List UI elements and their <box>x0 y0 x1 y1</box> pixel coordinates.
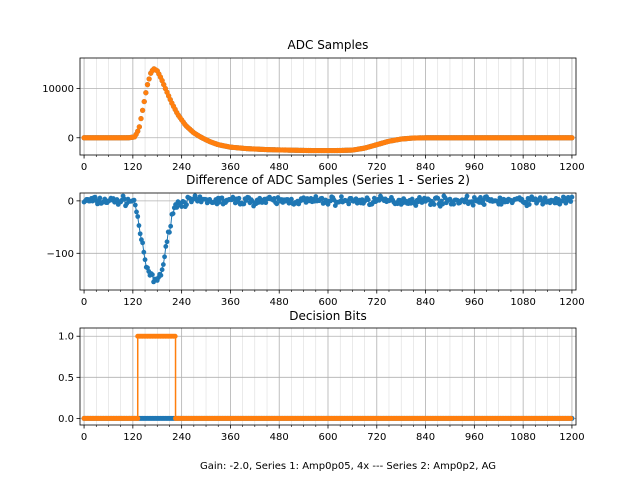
plot-area <box>81 333 575 421</box>
x-tick-label: 840 <box>416 162 435 173</box>
data-point <box>569 194 575 200</box>
x-tick-label: 840 <box>416 297 435 308</box>
x-tick-label: 1080 <box>510 297 535 308</box>
x-tick-label: 600 <box>318 297 337 308</box>
y-tick-label: 0.5 <box>58 373 74 384</box>
plot-area <box>81 193 575 285</box>
x-tick-label: 240 <box>172 432 191 443</box>
data-point <box>146 76 152 82</box>
x-tick-label: 120 <box>123 162 142 173</box>
x-tick-label: 720 <box>367 297 386 308</box>
difference-line <box>83 194 573 284</box>
difference-axes: 0 120 240 360 480 600 720 840 960 1080 1200 −100 0 Di… <box>47 173 585 308</box>
x-tick-label: 0 <box>81 162 87 173</box>
y-tick-label: 0 <box>68 196 74 207</box>
axes-frame <box>79 57 577 156</box>
x-tick-label: 240 <box>172 162 191 173</box>
data-point <box>140 107 146 113</box>
figure-xlabel: Gain: -2.0, Series 1: Amp0p05, 4x --- Se… <box>200 461 496 472</box>
x-tick-label: 360 <box>221 432 240 443</box>
axes-frame <box>79 327 577 426</box>
x-tick-label: 720 <box>367 432 386 443</box>
plot-area <box>81 66 575 154</box>
chart-title: Decision Bits <box>289 309 366 323</box>
x-tick-label: 120 <box>123 297 142 308</box>
x-tick-label: 240 <box>172 297 191 308</box>
data-point <box>172 333 178 339</box>
x-tick-label: 1200 <box>559 297 584 308</box>
x-tick-label: 1200 <box>559 162 584 173</box>
x-tick-label: 0 <box>81 297 87 308</box>
data-point <box>143 90 149 96</box>
data-point <box>136 124 142 130</box>
chart-title: Difference of ADC Samples (Series 1 - Se… <box>186 173 470 187</box>
x-tick-label: 0 <box>81 432 87 443</box>
y-tick-label: 0 <box>68 133 74 144</box>
data-point <box>135 128 141 134</box>
x-tick-label: 600 <box>318 162 337 173</box>
data-point <box>159 78 165 84</box>
data-point <box>144 82 151 88</box>
data-point <box>135 415 141 421</box>
data-point <box>138 115 144 122</box>
x-tick-label: 480 <box>270 297 289 308</box>
x-tick-label: 480 <box>270 162 289 173</box>
x-tick-label: 960 <box>465 297 484 308</box>
data-point <box>141 98 147 105</box>
x-tick-label: 600 <box>318 432 337 443</box>
x-tick-label: 960 <box>465 432 484 443</box>
y-tick-label: 1.0 <box>58 332 74 343</box>
series-2-markers <box>81 333 574 421</box>
x-tick-label: 1080 <box>510 432 535 443</box>
x-tick-label: 360 <box>221 297 240 308</box>
x-tick-label: 840 <box>416 432 435 443</box>
series-2-markers <box>81 66 575 154</box>
data-point <box>568 415 574 421</box>
x-tick-label: 480 <box>270 432 289 443</box>
y-tick-label: −100 <box>47 249 74 260</box>
chart-title: ADC Samples <box>288 38 369 52</box>
x-tick-label: 1200 <box>559 432 584 443</box>
x-tick-label: 720 <box>367 162 386 173</box>
y-tick-label: 10000 <box>42 84 74 95</box>
x-tick-label: 1080 <box>510 162 535 173</box>
data-point <box>161 81 167 88</box>
x-tick-label: 360 <box>221 162 240 173</box>
x-tick-label: 960 <box>465 162 484 173</box>
data-point <box>569 135 575 141</box>
x-tick-label: 120 <box>123 432 142 443</box>
decision-bits-axes: 0 120 240 360 480 600 720 840 960 1080 1200 0.0 0.5 1… <box>58 309 585 443</box>
axes-frame <box>79 192 577 291</box>
adc-samples-axes: 0 120 240 360 480 600 720 840 960 1080 1200 0 10000 A… <box>42 38 584 173</box>
y-tick-label: 0.0 <box>58 414 74 425</box>
